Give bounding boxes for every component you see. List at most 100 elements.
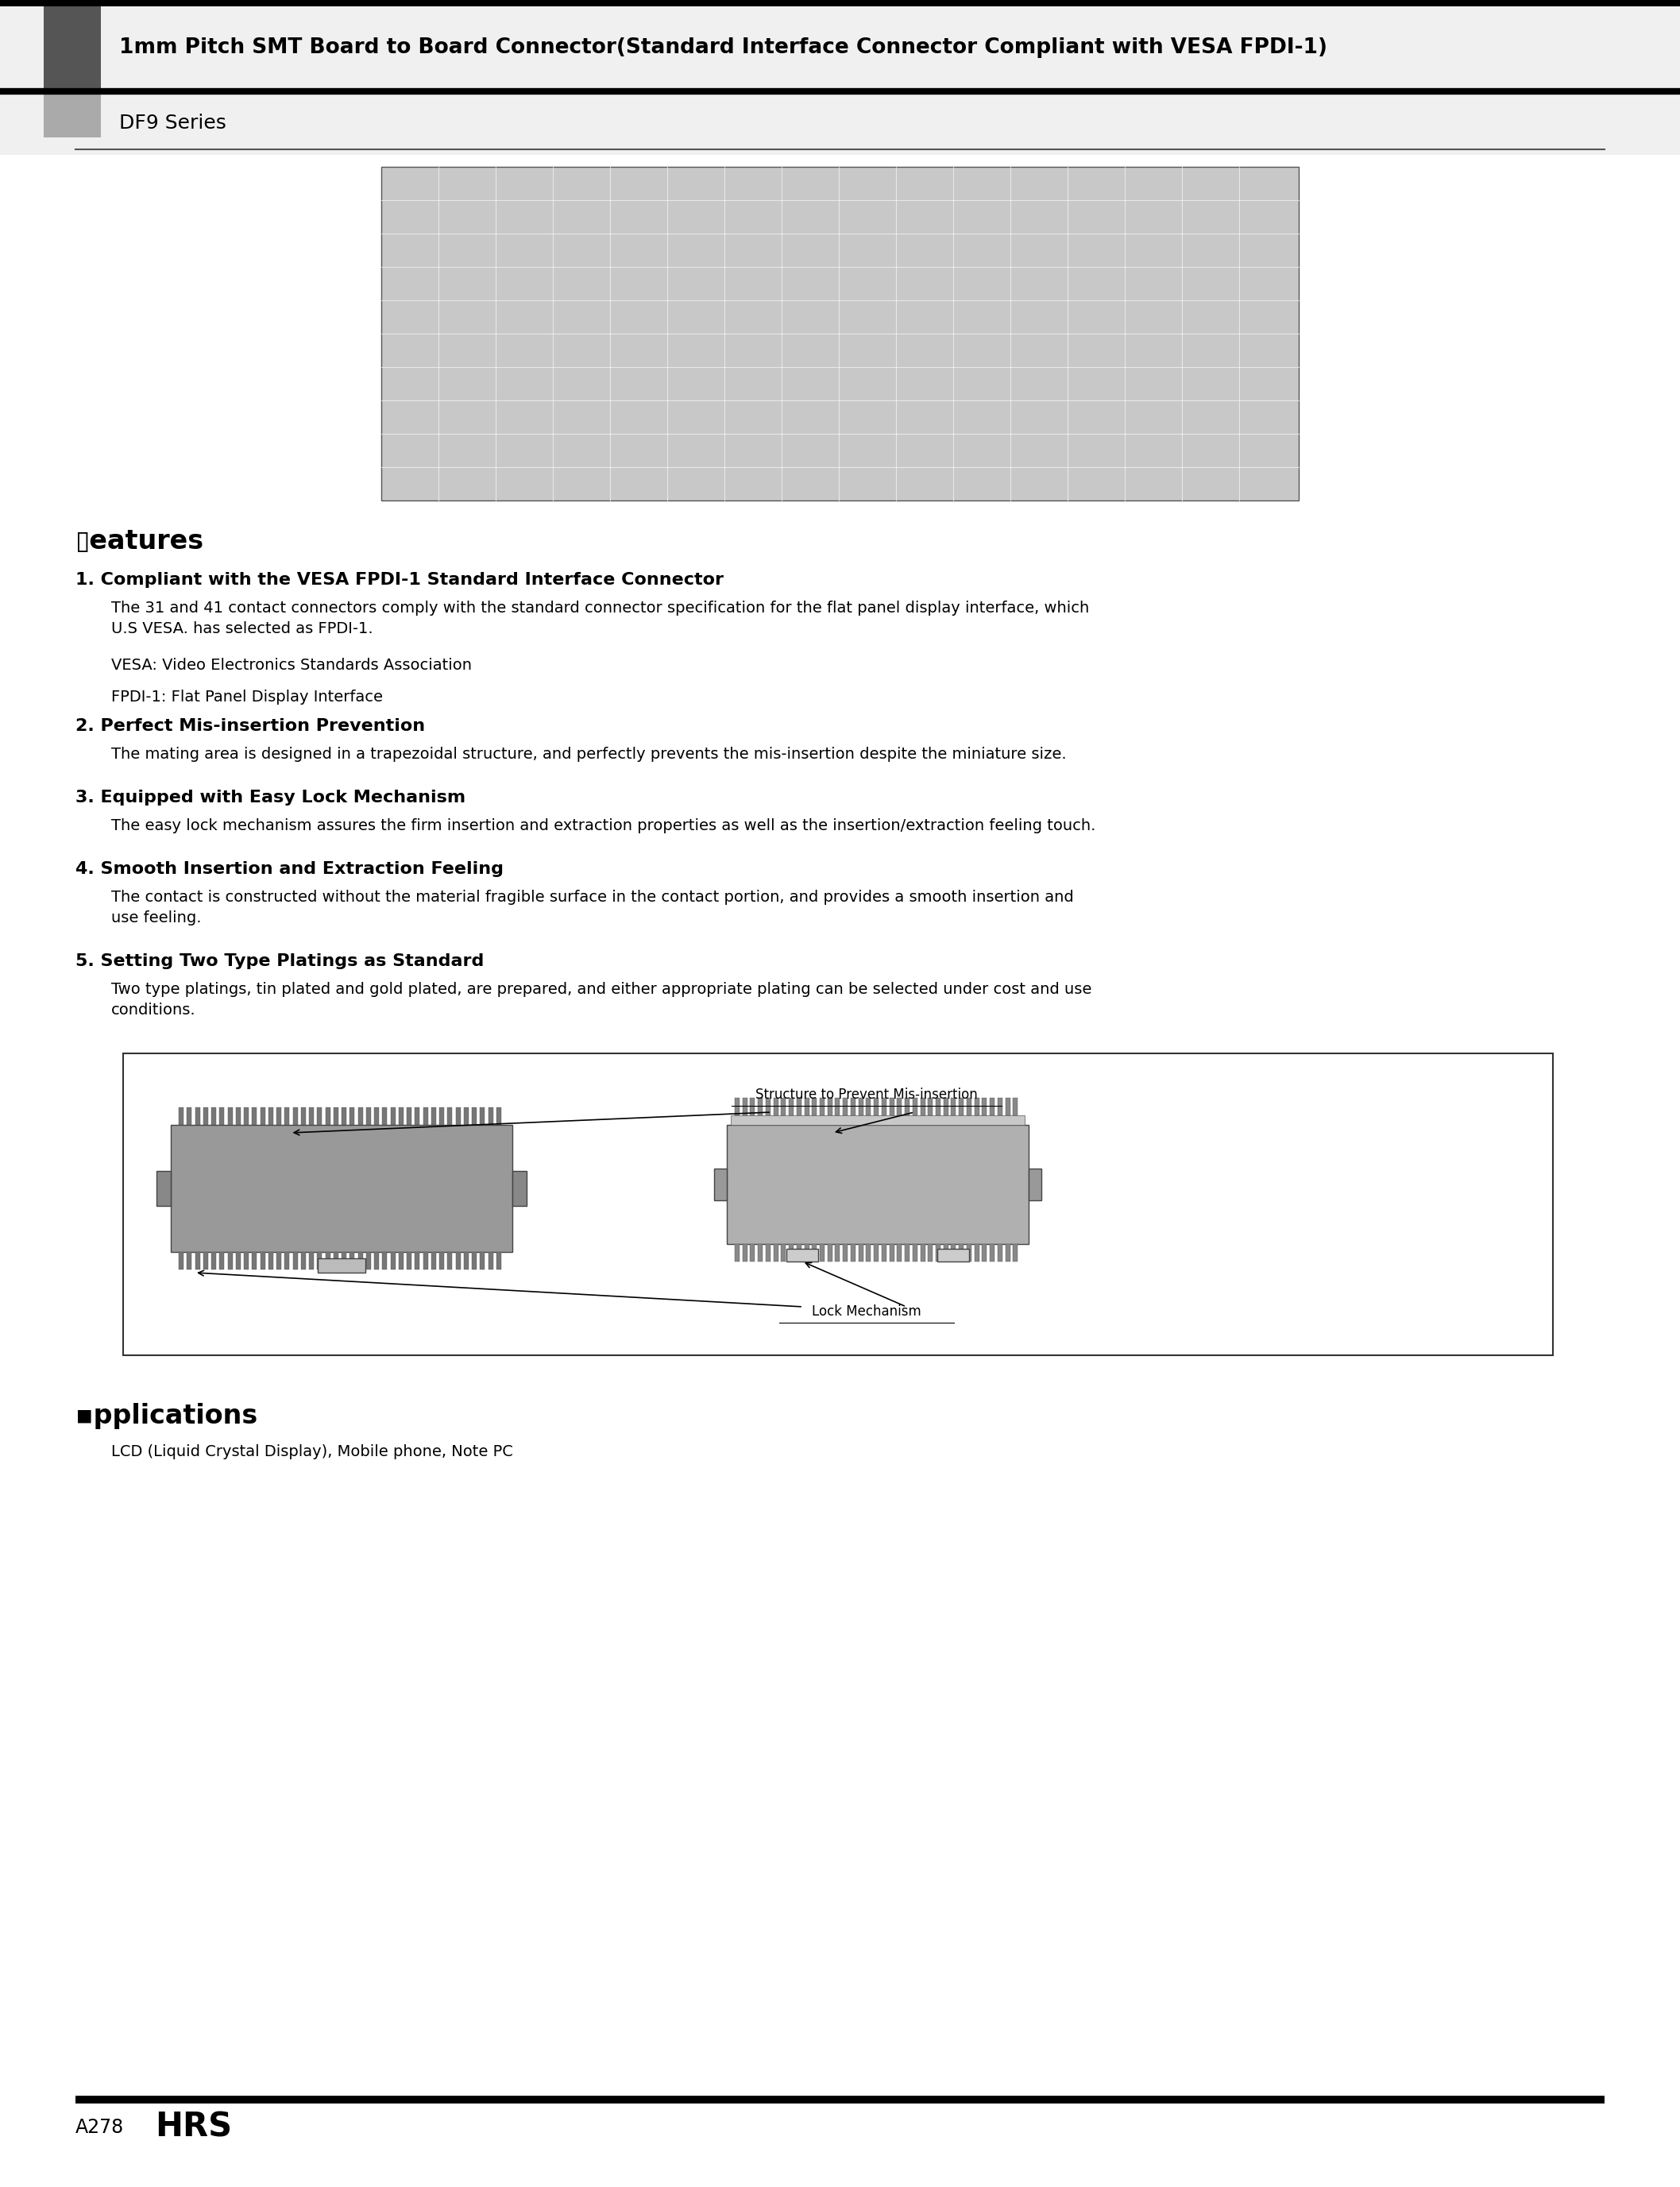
Bar [835, 1098, 840, 1115]
Bar [375, 1107, 380, 1124]
Bar [796, 1098, 801, 1115]
Bar [203, 1107, 208, 1124]
Bar [927, 1244, 932, 1262]
Bar [252, 1107, 257, 1124]
Bar [269, 1251, 274, 1268]
Bar [447, 1107, 452, 1124]
Bar [415, 1107, 420, 1124]
Bar [758, 1244, 763, 1262]
Bar [835, 1244, 840, 1262]
Bar [277, 1107, 281, 1124]
Bar [843, 1098, 848, 1115]
Bar [959, 1244, 964, 1262]
Text: Structure to Prevent Mis-insertion: Structure to Prevent Mis-insertion [756, 1087, 978, 1102]
Bar [472, 1251, 477, 1268]
Bar [974, 1244, 979, 1262]
Bar [383, 1107, 386, 1124]
Bar [235, 1107, 240, 1124]
Bar [341, 1251, 346, 1268]
Bar [966, 1244, 971, 1262]
Bar [227, 1107, 232, 1124]
Bar [790, 1244, 793, 1262]
Bar [751, 1244, 754, 1262]
Bar [828, 1098, 832, 1115]
Bar [936, 1244, 941, 1262]
Bar [512, 1170, 526, 1205]
Text: use feeling.: use feeling. [111, 910, 202, 925]
Bar [927, 1098, 932, 1115]
Bar [156, 1170, 171, 1205]
Bar [867, 1098, 870, 1115]
Bar [390, 1107, 395, 1124]
Bar [727, 1124, 1028, 1244]
Bar [212, 1251, 217, 1268]
Bar [212, 1107, 217, 1124]
Bar [773, 1244, 778, 1262]
Bar [195, 1107, 200, 1124]
Text: 5. Setting Two Type Platings as Standard: 5. Setting Two Type Platings as Standard [76, 954, 484, 969]
Bar [472, 1107, 477, 1124]
Bar [381, 166, 1299, 501]
Bar [171, 1124, 512, 1251]
Text: FPDI-1: Flat Panel Display Interface: FPDI-1: Flat Panel Display Interface [111, 689, 383, 704]
Bar [1013, 1244, 1018, 1262]
Bar [0, 0, 1680, 155]
Bar [252, 1251, 257, 1268]
Bar [906, 1244, 909, 1262]
Bar [951, 1098, 956, 1115]
Bar [455, 1107, 460, 1124]
Bar [186, 1251, 192, 1268]
Bar [349, 1251, 354, 1268]
Bar [269, 1107, 274, 1124]
Bar [455, 1251, 460, 1268]
Bar [398, 1107, 403, 1124]
Bar [309, 1107, 314, 1124]
Bar [1028, 1168, 1042, 1201]
Text: Lock Mechanism: Lock Mechanism [811, 1303, 921, 1319]
Bar [1013, 1098, 1018, 1115]
Bar [743, 1098, 748, 1115]
Text: DF9 Series: DF9 Series [119, 114, 227, 133]
Bar [423, 1107, 428, 1124]
Text: 2. Perfect Mis-insertion Prevention: 2. Perfect Mis-insertion Prevention [76, 717, 425, 735]
Bar [820, 1244, 825, 1262]
Bar [858, 1098, 864, 1115]
Bar [123, 1054, 1552, 1356]
Bar [766, 1098, 771, 1115]
Bar [407, 1251, 412, 1268]
Bar [301, 1107, 306, 1124]
Text: U.S VESA. has selected as FPDI-1.: U.S VESA. has selected as FPDI-1. [111, 621, 373, 636]
Bar [874, 1244, 879, 1262]
Bar [244, 1107, 249, 1124]
Bar [186, 1107, 192, 1124]
Bar [464, 1107, 469, 1124]
Bar [743, 1244, 748, 1262]
Bar [375, 1251, 380, 1268]
Text: Two type platings, tin plated and gold plated, are prepared, and either appropri: Two type platings, tin plated and gold p… [111, 982, 1092, 997]
Bar [480, 1107, 486, 1124]
Bar [974, 1098, 979, 1115]
Bar [781, 1244, 786, 1262]
Bar [944, 1098, 948, 1115]
Text: conditions.: conditions. [111, 1002, 197, 1017]
Bar [438, 1251, 444, 1268]
Bar [811, 1098, 816, 1115]
Bar [220, 1251, 223, 1268]
Bar [1005, 1244, 1010, 1262]
Bar [432, 1107, 435, 1124]
Bar [333, 1107, 338, 1124]
Bar [990, 1098, 995, 1115]
Bar [398, 1251, 403, 1268]
Text: 3. Equipped with Easy Lock Mechanism: 3. Equipped with Easy Lock Mechanism [76, 790, 465, 805]
Bar [897, 1098, 902, 1115]
Bar [843, 1244, 848, 1262]
Text: 1. Compliant with the VESA FPDI-1 Standard Interface Connector: 1. Compliant with the VESA FPDI-1 Standa… [76, 573, 724, 588]
Bar [407, 1107, 412, 1124]
Bar [874, 1098, 879, 1115]
Bar [349, 1107, 354, 1124]
Bar [889, 1244, 894, 1262]
Bar [912, 1244, 917, 1262]
Bar [260, 1107, 265, 1124]
Bar [366, 1251, 371, 1268]
Bar [983, 1098, 986, 1115]
